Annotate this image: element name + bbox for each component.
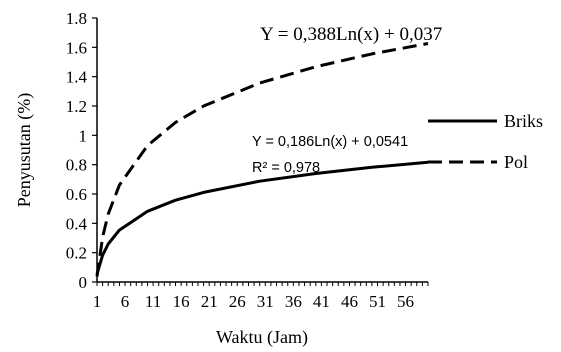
equation-briks: Y = 0,186Ln(x) + 0,0541 [252,134,408,150]
y-tick-label: 1.8 [66,9,87,28]
x-tick-label: 56 [397,292,414,311]
legend-label-pol: Pol [504,152,528,172]
x-tick-label: 36 [285,292,302,311]
x-axis-label: Waktu (Jam) [216,327,308,348]
x-tick-label: 51 [369,292,386,311]
y-tick-label: 1.6 [66,38,87,57]
x-tick-label: 6 [121,292,130,311]
legend: Briks Pol [428,111,543,172]
y-axis-label: Penyusutan (%) [14,93,35,207]
x-tick-label: 31 [257,292,274,311]
x-tick-label: 11 [145,292,161,311]
series-lines [95,42,429,277]
series-line-briks [95,160,429,275]
series-line-pol [95,42,429,277]
y-tick-label: 0.4 [66,214,88,233]
y-tick-label: 1.2 [66,97,87,116]
y-tick-label: 0.6 [66,185,87,204]
y-tick-label: 0.8 [66,156,87,175]
r-squared-briks: R² = 0,978 [252,160,320,176]
legend-label-briks: Briks [504,111,543,131]
y-tick-label: 0 [79,273,88,292]
axes [96,18,428,283]
x-tick-label: 26 [229,292,246,311]
x-tick-label: 21 [201,292,218,311]
x-tick-label: 46 [341,292,358,311]
x-tick-label: 41 [313,292,330,311]
x-tick-label: 1 [93,292,102,311]
y-tick-label: 0.2 [66,244,87,263]
y-tick-label: 1.4 [66,68,88,87]
equation-pol: Y = 0,388Ln(x) + 0,037 [260,24,442,45]
y-tick-label: 1 [79,126,88,145]
ticks: 00.20.40.60.811.21.41.61.81 6 11 16 21 26 31 36… [66,9,429,311]
x-tick-label: 16 [173,292,190,311]
